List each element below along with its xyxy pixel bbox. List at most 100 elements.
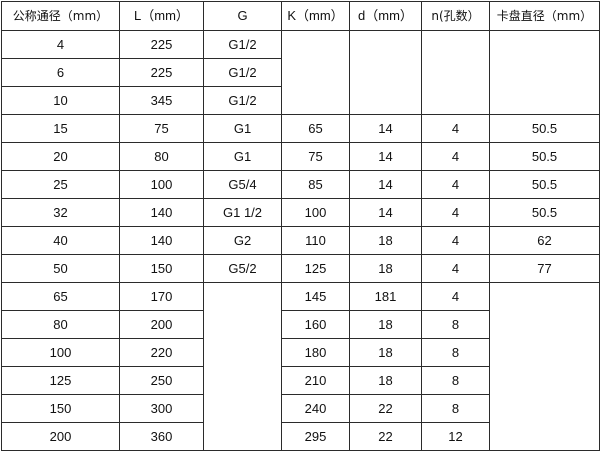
table-row: 65 170 145 181 4 (1, 282, 600, 451)
cell-chuck-diameter: 77 (489, 254, 600, 283)
cell-k: 110 (281, 226, 350, 255)
cell-chuck-diameter: 50.5 (489, 142, 600, 171)
cell-nominal-diameter: 20 (1, 142, 120, 171)
cell-thread-g: G2 (203, 226, 282, 255)
cell-d-blank-merged (349, 30, 422, 115)
cell-nominal-diameter: 50 (1, 254, 120, 283)
column-header-hole-count: n(孔数） (421, 1, 490, 31)
table-row: 40 140 G2 110 18 4 62 (1, 226, 600, 255)
cell-thread-g: G1/2 (203, 58, 282, 87)
cell-length: 225 (119, 30, 204, 59)
cell-nominal-diameter: 15 (1, 114, 120, 143)
cell-thread-g: G1 1/2 (203, 198, 282, 227)
table-row: 125 250 210 18 8 (1, 366, 600, 395)
cell-nominal-diameter: 4 (1, 30, 120, 59)
cell-k: 75 (281, 142, 350, 171)
cell-d: 22 (349, 422, 422, 451)
column-header-chuck-diameter: 卡盘直径（mm） (489, 1, 600, 31)
cell-nominal-diameter: 125 (1, 366, 120, 395)
cell-hole-count-blank-merged (421, 30, 490, 115)
cell-thread-g: G5/4 (203, 170, 282, 199)
cell-d: 14 (349, 170, 422, 199)
cell-length: 225 (119, 58, 204, 87)
cell-nominal-diameter: 10 (1, 86, 120, 115)
table-row: 20 80 G1 75 14 4 50.5 (1, 142, 600, 171)
cell-length: 140 (119, 198, 204, 227)
cell-hole-count: 4 (421, 226, 490, 255)
cell-chuck-diameter: 62 (489, 226, 600, 255)
cell-length: 75 (119, 114, 204, 143)
cell-nominal-diameter: 6 (1, 58, 120, 87)
cell-chuck-diameter: 50.5 (489, 170, 600, 199)
table-header-row: 公称通径（mm） L（mm） G K（mm） d（mm） n(孔数） 卡盘直径（… (1, 1, 600, 31)
cell-thread-g: G1 (203, 114, 282, 143)
cell-d: 18 (349, 226, 422, 255)
column-header-d: d（mm） (349, 1, 422, 31)
cell-hole-count: 4 (421, 198, 490, 227)
cell-k: 210 (281, 366, 350, 395)
cell-hole-count: 8 (421, 394, 490, 423)
cell-length: 170 (119, 282, 204, 311)
cell-thread-g: G5/2 (203, 254, 282, 283)
cell-nominal-diameter: 32 (1, 198, 120, 227)
cell-d: 18 (349, 254, 422, 283)
cell-k: 65 (281, 114, 350, 143)
cell-d: 18 (349, 310, 422, 339)
cell-length: 250 (119, 366, 204, 395)
cell-thread-g: G1 (203, 142, 282, 171)
cell-length: 150 (119, 254, 204, 283)
cell-thread-g-blank-merged (203, 282, 282, 451)
table-row: 50 150 G5/2 125 18 4 77 (1, 254, 600, 283)
table-row: 6 225 G1/2 (1, 58, 600, 87)
cell-k: 180 (281, 338, 350, 367)
column-header-length: L（mm） (119, 1, 204, 31)
cell-hole-count: 4 (421, 254, 490, 283)
column-header-nominal-diameter: 公称通径（mm） (1, 1, 120, 31)
cell-k: 145 (281, 282, 350, 311)
cell-chuck-diameter-blank-merged-top (489, 30, 600, 115)
cell-thread-g: G1/2 (203, 30, 282, 59)
cell-chuck-diameter: 50.5 (489, 198, 600, 227)
cell-k: 295 (281, 422, 350, 451)
column-header-thread-g: G (203, 1, 282, 31)
cell-hole-count: 4 (421, 282, 490, 311)
cell-d: 18 (349, 366, 422, 395)
cell-k: 85 (281, 170, 350, 199)
cell-hole-count: 12 (421, 422, 490, 451)
cell-nominal-diameter: 65 (1, 282, 120, 311)
table-row: 4 225 G1/2 (1, 30, 600, 115)
cell-k: 125 (281, 254, 350, 283)
cell-nominal-diameter: 100 (1, 338, 120, 367)
cell-k: 240 (281, 394, 350, 423)
table-row: 15 75 G1 65 14 4 50.5 (1, 114, 600, 143)
cell-d: 14 (349, 114, 422, 143)
cell-nominal-diameter: 40 (1, 226, 120, 255)
cell-nominal-diameter: 150 (1, 394, 120, 423)
cell-length: 140 (119, 226, 204, 255)
cell-chuck-diameter-blank-merged-bottom (489, 282, 600, 451)
cell-hole-count: 8 (421, 338, 490, 367)
cell-k-blank-merged (281, 30, 350, 115)
cell-length: 200 (119, 310, 204, 339)
cell-thread-g: G1/2 (203, 86, 282, 115)
cell-d: 14 (349, 198, 422, 227)
cell-length: 360 (119, 422, 204, 451)
cell-length: 80 (119, 142, 204, 171)
cell-d: 181 (349, 282, 422, 311)
cell-hole-count: 8 (421, 366, 490, 395)
cell-length: 300 (119, 394, 204, 423)
cell-hole-count: 4 (421, 142, 490, 171)
cell-d: 14 (349, 142, 422, 171)
cell-nominal-diameter: 80 (1, 310, 120, 339)
cell-nominal-diameter: 200 (1, 422, 120, 451)
table-row: 32 140 G1 1/2 100 14 4 50.5 (1, 198, 600, 227)
cell-length: 100 (119, 170, 204, 199)
cell-chuck-diameter: 50.5 (489, 114, 600, 143)
cell-k: 100 (281, 198, 350, 227)
cell-hole-count: 4 (421, 170, 490, 199)
column-header-k: K（mm） (281, 1, 350, 31)
table-row: 25 100 G5/4 85 14 4 50.5 (1, 170, 600, 199)
cell-hole-count: 4 (421, 114, 490, 143)
cell-k: 160 (281, 310, 350, 339)
